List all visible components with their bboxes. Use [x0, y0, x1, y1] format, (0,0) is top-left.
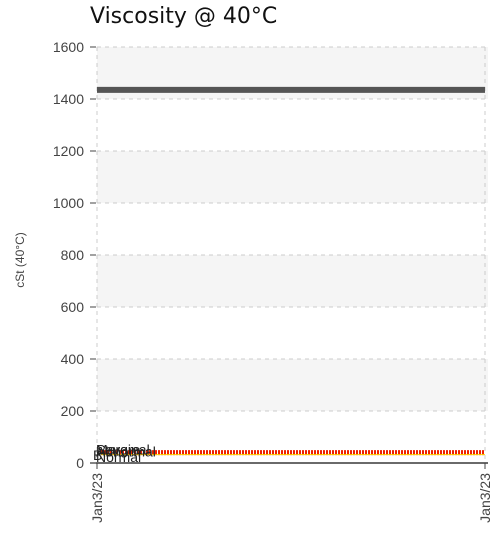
y-tick-label: 600	[61, 299, 85, 315]
y-tick-label: 1600	[53, 39, 84, 55]
y-tick-label: 1400	[53, 91, 84, 107]
x-tick-labels: Jan3/23 Jan3/23	[89, 473, 493, 523]
plot-band	[97, 151, 488, 203]
y-tick-label: 400	[61, 351, 85, 367]
x-tick-label: Jan3/23	[89, 473, 105, 523]
series-lines	[97, 86, 485, 456]
y-tick-labels: 0 200 400 600 800 1000 1200 1400 1600	[53, 39, 84, 471]
y-tick-label: 200	[61, 403, 85, 419]
band-label: Abnormal	[96, 444, 156, 460]
band-label: Normal	[96, 449, 141, 465]
band-label: Marginal	[96, 442, 150, 458]
band-label: B	[93, 447, 102, 463]
y-tick-label: 1200	[53, 143, 84, 159]
plot-band	[97, 359, 488, 411]
axes	[90, 46, 488, 469]
plot-band	[97, 255, 488, 307]
y-axis-title: cSt (40°C)	[13, 232, 27, 287]
y-tick-label: 1000	[53, 195, 84, 211]
band-label: Severe	[96, 442, 141, 458]
y-tick-label: 0	[76, 455, 84, 471]
plot-bands	[97, 47, 488, 411]
y-tick-label: 800	[61, 247, 85, 263]
grid-lines	[96, 46, 488, 463]
x-tick-label: Jan3/23	[477, 473, 493, 523]
chart-title: Viscosity @ 40°C	[90, 4, 278, 29]
